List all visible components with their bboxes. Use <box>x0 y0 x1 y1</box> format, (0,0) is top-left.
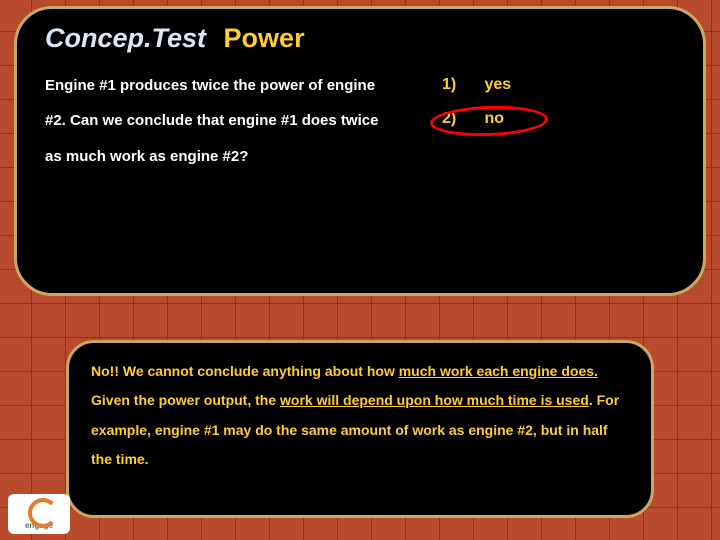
engage-logo: engage <box>8 494 70 534</box>
exp-mid1: Given the power output, the <box>91 392 280 408</box>
question-row: Engine #1 produces twice the power of en… <box>45 68 675 174</box>
question-panel: Concep.Test Power Engine #1 produces twi… <box>14 6 706 296</box>
answer-num-1: 1) <box>442 76 480 94</box>
title-power: Power <box>224 23 305 53</box>
answer-label-1: yes <box>484 76 511 93</box>
title-conceptest: Concep.Test <box>45 23 206 53</box>
exp-lead: No!! We cannot conclude anything about h… <box>91 363 399 379</box>
logo-swirl-icon <box>26 498 52 520</box>
explanation-panel: No!! We cannot conclude anything about h… <box>66 340 654 518</box>
exp-underline-1: much work each engine does. <box>399 363 598 379</box>
exp-underline-2: work will depend upon how much time is u… <box>280 392 589 408</box>
slide-title: Concep.Test Power <box>45 23 675 54</box>
answer-option-1: 1) yes <box>442 76 675 94</box>
answer-list: 1) yes 2) no <box>380 68 675 174</box>
explanation-text: No!! We cannot conclude anything about h… <box>91 357 629 475</box>
question-text: Engine #1 produces twice the power of en… <box>45 68 380 174</box>
